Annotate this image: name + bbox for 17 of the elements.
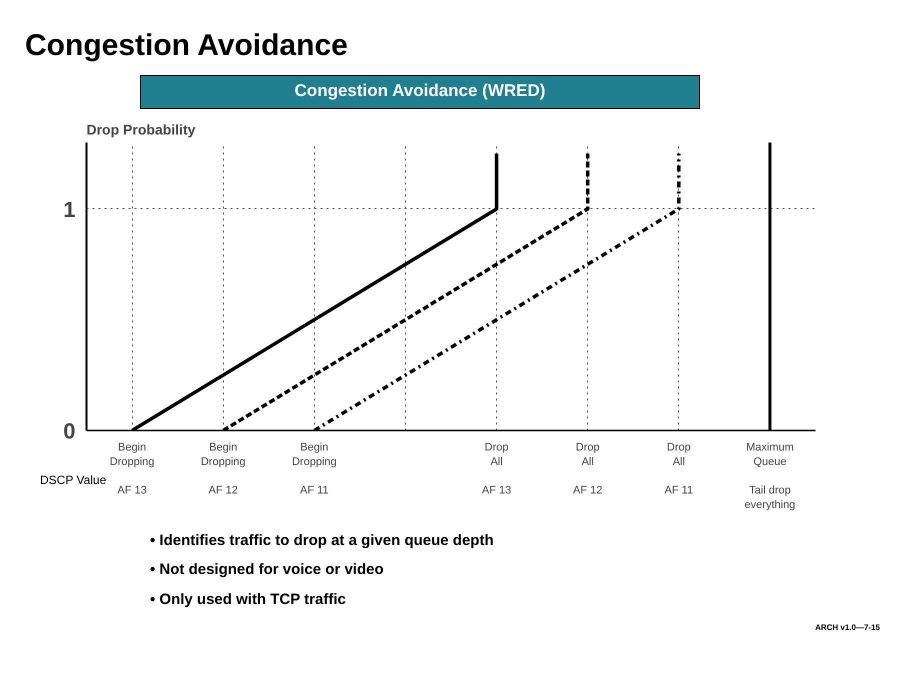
category-label: Drop All AF 11 <box>664 442 694 497</box>
category-label: Begin Dropping AF 12 <box>200 442 246 497</box>
text: ARCH v1.0—7-15 <box>815 622 880 634</box>
category-label: Drop All AF 12 <box>573 442 602 497</box>
chart-title: Congestion Avoidance <box>25 28 348 64</box>
text: • Not designed for voice or video <box>150 560 385 580</box>
y-tick-label: 1 <box>63 196 76 222</box>
text: • Only used with TCP traffic <box>150 590 347 610</box>
y-tick-label: 0 <box>63 418 76 444</box>
text: DSCP Value <box>40 472 106 489</box>
y-axis-title: Drop Probability <box>86 122 196 138</box>
category-label: Begin Dropping AF 11 <box>292 442 337 497</box>
category-label: Begin Dropping AF 13 <box>110 442 154 497</box>
category-label: Drop All AF 13 <box>482 442 512 497</box>
text: • Identifies traffic to drop at a given queue depth <box>150 531 494 551</box>
chart-subtitle: Congestion Avoidance (WRED) <box>294 80 546 102</box>
category-label: Maximum Queue Tail drop everything <box>744 442 796 512</box>
